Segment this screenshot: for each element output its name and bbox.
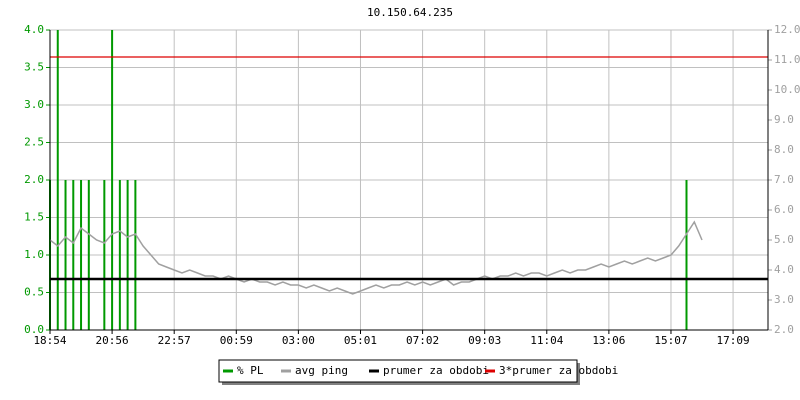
y-tick-label: 1.5: [24, 211, 44, 224]
y-tick-label: 2.5: [24, 136, 44, 149]
x-tick-label: 03:00: [282, 334, 315, 347]
legend-label: avg ping: [295, 364, 348, 377]
ping-line: [49, 220, 703, 295]
x-tick-label: 09:03: [468, 334, 501, 347]
y-tick-label: 2.0: [24, 173, 44, 186]
legend-label: prumer za obdobi: [383, 364, 489, 377]
y-tick-label: 0.5: [24, 286, 44, 299]
y-tick-label: 4.0: [24, 23, 44, 36]
y2-tick-label: 11.0: [774, 53, 800, 66]
x-tick-label: 11:04: [530, 334, 563, 347]
y2-tick-label: 3.0: [774, 293, 794, 306]
x-tick-label: 20:56: [96, 334, 129, 347]
y-tick-label: 3.0: [24, 98, 44, 111]
y-tick-label: 3.5: [24, 61, 44, 74]
y2-tick-label: 2.0: [774, 323, 794, 336]
y2-tick-label: 12.0: [774, 23, 800, 36]
x-tick-label: 00:59: [220, 334, 253, 347]
x-tick-label: 05:01: [344, 334, 377, 347]
legend-label: 3*prumer za obdobi: [499, 364, 618, 377]
chart-title: 10.150.64.235: [367, 6, 453, 19]
x-tick-label: 18:54: [33, 334, 66, 347]
y2-tick-label: 6.0: [774, 203, 794, 216]
y-tick-label: 1.0: [24, 248, 44, 261]
y2-tick-label: 5.0: [774, 233, 794, 246]
y2-tick-label: 9.0: [774, 113, 794, 126]
x-tick-label: 17:09: [717, 334, 750, 347]
y2-tick-label: 8.0: [774, 143, 794, 156]
legend-label: % PL: [237, 364, 264, 377]
legend-box: [218, 359, 578, 383]
x-tick-label: 13:06: [592, 334, 625, 347]
x-tick-label: 22:57: [158, 334, 191, 347]
x-tick-label: 07:02: [406, 334, 439, 347]
y2-tick-label: 4.0: [774, 263, 794, 276]
y2-tick-label: 7.0: [774, 173, 794, 186]
x-tick-label: 15:07: [654, 334, 687, 347]
y2-tick-label: 10.0: [774, 83, 800, 96]
y-tick-label: 0.0: [24, 323, 44, 336]
